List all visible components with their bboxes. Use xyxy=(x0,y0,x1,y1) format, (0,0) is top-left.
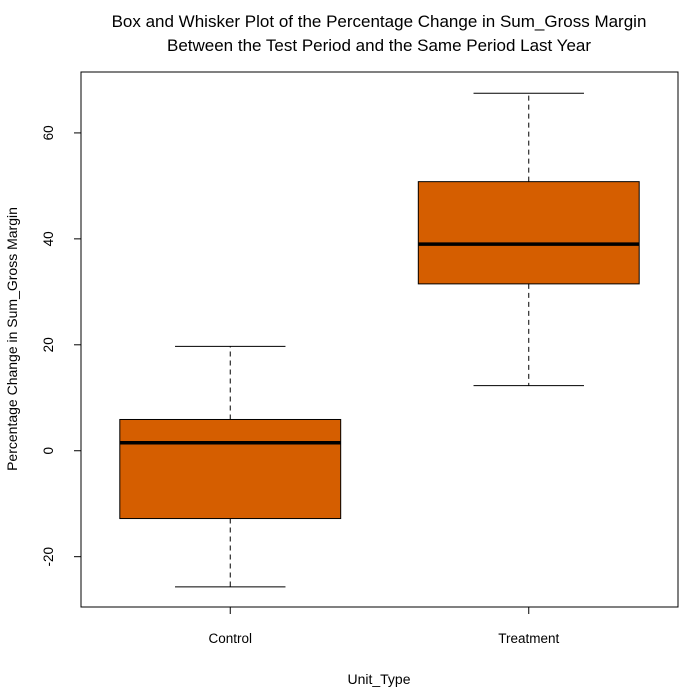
y-tick-label: 0 xyxy=(41,447,56,455)
chart-subtitle: Between the Test Period and the Same Per… xyxy=(167,36,591,55)
box-treatment xyxy=(417,181,640,285)
x-tick-label: Treatment xyxy=(498,631,559,646)
plot-frame xyxy=(80,71,679,608)
chart-title: Box and Whisker Plot of the Percentage C… xyxy=(112,12,647,31)
x-axis-label: Unit_Type xyxy=(347,671,410,687)
y-axis-label: Percentage Change in Sum_Gross Margin xyxy=(4,207,20,471)
y-axis: -20 0 20 40 60 xyxy=(41,125,82,567)
box-control xyxy=(119,418,342,520)
boxes-group xyxy=(119,92,640,588)
x-axis: Control Treatment xyxy=(208,606,560,646)
y-tick-label: 20 xyxy=(41,337,56,352)
x-tick-label: Control xyxy=(208,631,252,646)
y-tick-label: -20 xyxy=(41,547,56,567)
y-tick-label: 40 xyxy=(41,231,56,246)
y-tick-label: 60 xyxy=(41,125,56,140)
